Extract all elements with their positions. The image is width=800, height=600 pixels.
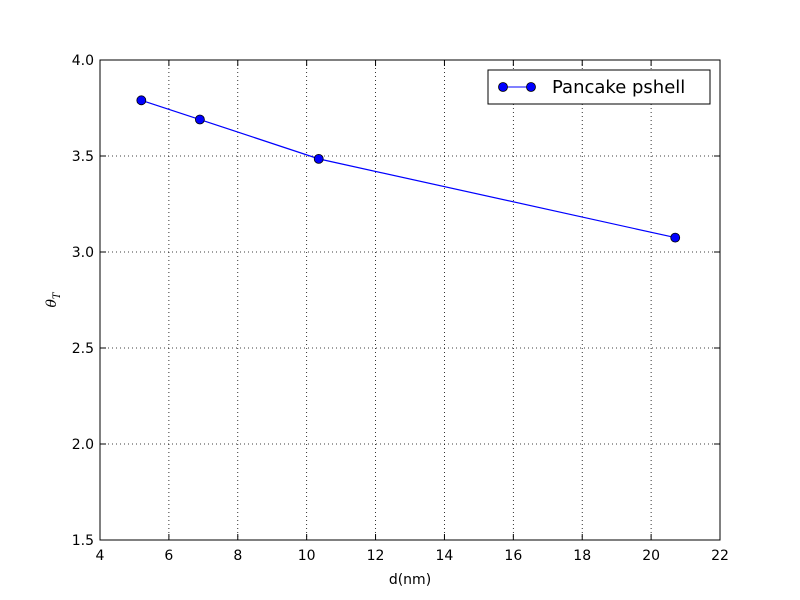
y-tick-label: 4.0 — [72, 53, 94, 69]
legend-marker-left — [498, 82, 508, 92]
y-tick-label: 3.0 — [72, 245, 94, 261]
y-tick-label: 3.5 — [72, 149, 94, 165]
x-tick-label: 12 — [367, 548, 385, 564]
y-tick-label: 2.0 — [72, 437, 94, 453]
x-tick-label: 14 — [436, 548, 454, 564]
x-tick-label: 22 — [711, 548, 729, 564]
tick-marks — [99, 59, 721, 541]
x-tick-labels: 4 6 8 10 12 14 16 18 20 22 — [96, 548, 729, 564]
x-tick-label: 20 — [642, 548, 660, 564]
data-point — [194, 114, 205, 125]
data-point — [136, 95, 147, 106]
series-layer — [136, 95, 681, 243]
y-tick-labels: 1.5 2.0 2.5 3.0 3.5 4.0 — [72, 53, 94, 549]
plot-area-background — [100, 60, 720, 540]
x-tick-label: 16 — [504, 548, 522, 564]
x-tick-label: 18 — [573, 548, 591, 564]
legend-marker-right — [526, 82, 536, 92]
y-tick-label: 1.5 — [72, 533, 94, 549]
x-tick-label: 8 — [233, 548, 242, 564]
legend-label: Pancake pshell — [552, 77, 685, 98]
svg-text:θT: θT — [44, 291, 63, 307]
data-point — [670, 232, 681, 243]
x-axis-label: d(nm) — [389, 572, 431, 588]
y-axis-label: θT — [44, 291, 63, 307]
plot-frame — [99, 59, 721, 541]
y-tick-label: 2.5 — [72, 341, 94, 357]
x-tick-label: 10 — [298, 548, 316, 564]
data-point — [313, 153, 324, 164]
y-axis-label-sub: T — [52, 291, 63, 299]
legend: Pancake pshell — [487, 69, 711, 105]
y-axis-label-main: θ — [44, 299, 60, 308]
grid-lines — [100, 60, 720, 540]
x-tick-label: 6 — [164, 548, 173, 564]
x-tick-label: 4 — [96, 548, 105, 564]
series-line — [141, 99, 676, 239]
